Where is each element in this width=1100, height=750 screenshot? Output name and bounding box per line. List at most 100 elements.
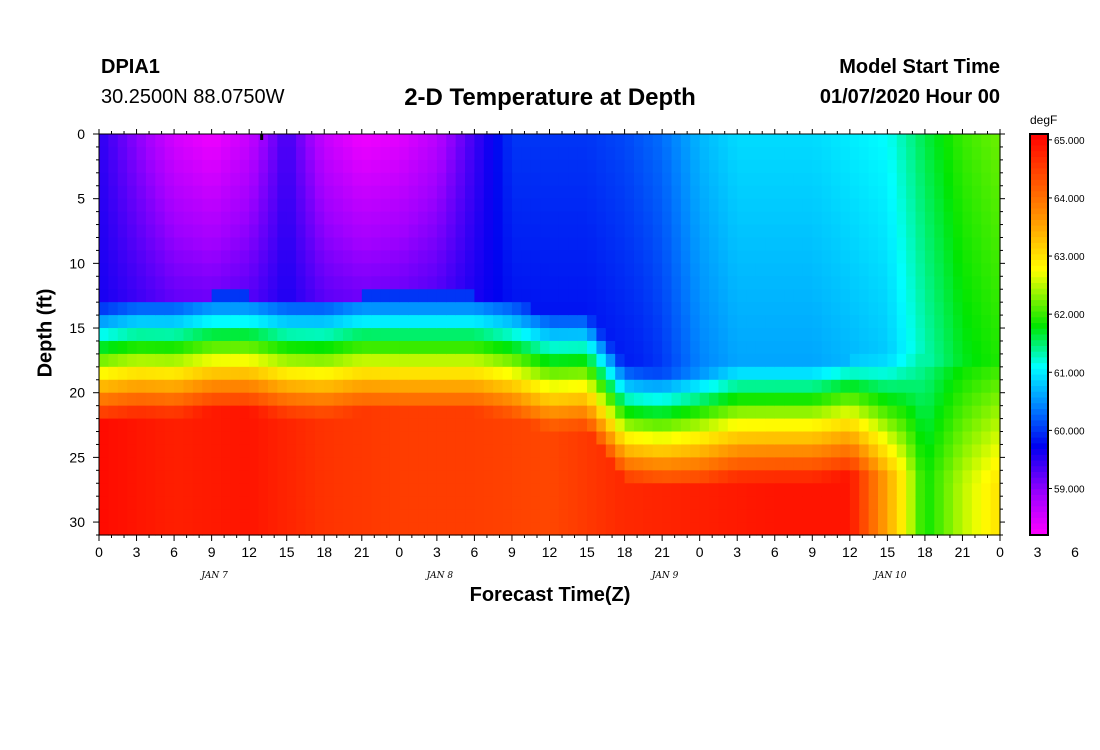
- heatmap-cell: [202, 289, 213, 303]
- heatmap-cell: [164, 250, 175, 264]
- heatmap-cell: [737, 198, 748, 213]
- heatmap-cell: [671, 134, 682, 148]
- heatmap-cell: [652, 509, 663, 523]
- heatmap-cell: [596, 211, 607, 226]
- heatmap-cell: [530, 340, 541, 355]
- heatmap-cell: [117, 392, 128, 407]
- heatmap-cell: [174, 224, 185, 239]
- heatmap-cell: [371, 159, 382, 174]
- heatmap-cell: [812, 379, 823, 394]
- heatmap-cell: [784, 496, 795, 510]
- heatmap-cell: [230, 289, 241, 303]
- heatmap-cell: [521, 276, 532, 290]
- heatmap-cell: [230, 392, 241, 407]
- heatmap-cell: [784, 418, 795, 433]
- heatmap-cell: [802, 172, 813, 187]
- heatmap-cell: [699, 289, 710, 303]
- heatmap-cell: [821, 315, 832, 329]
- x-tick-label: 6: [1071, 544, 1079, 560]
- heatmap-cell: [192, 263, 203, 277]
- heatmap-cell: [568, 457, 579, 471]
- heatmap-cell: [549, 224, 560, 239]
- heatmap-cell: [493, 224, 504, 239]
- heatmap-cell: [718, 185, 729, 200]
- heatmap-cell: [164, 289, 175, 303]
- heatmap-cell: [568, 302, 579, 316]
- heatmap-cell: [624, 159, 635, 174]
- heatmap-cell: [990, 315, 1001, 329]
- heatmap-cell: [267, 198, 278, 213]
- heatmap-cell: [577, 250, 588, 264]
- y-tick-label: 30: [69, 514, 85, 530]
- heatmap-cell: [840, 366, 851, 381]
- heatmap-cell: [605, 211, 616, 226]
- heatmap-cell: [296, 211, 307, 226]
- heatmap-cell: [633, 522, 644, 536]
- heatmap-cell: [427, 457, 438, 471]
- heatmap-cell: [971, 483, 982, 497]
- heatmap-cell: [821, 431, 832, 446]
- heatmap-cell: [831, 185, 842, 200]
- heatmap-cell: [296, 198, 307, 213]
- heatmap-cell: [296, 444, 307, 458]
- heatmap-cell: [671, 289, 682, 303]
- heatmap-cell: [906, 431, 917, 446]
- heatmap-cell: [868, 418, 879, 433]
- heatmap-cell: [971, 134, 982, 148]
- heatmap-cell: [727, 172, 738, 187]
- heatmap-cell: [286, 379, 297, 394]
- heatmap-cell: [465, 509, 476, 523]
- heatmap-cell: [540, 431, 551, 446]
- colorbar-segment: [1030, 248, 1048, 255]
- heatmap-cell: [765, 237, 776, 252]
- heatmap-cell: [577, 340, 588, 355]
- heatmap-cell: [737, 237, 748, 252]
- heatmap-cell: [755, 224, 766, 239]
- heatmap-cell: [877, 237, 888, 252]
- heatmap-cell: [145, 302, 156, 316]
- heatmap-cell: [953, 237, 964, 252]
- heatmap-cell: [877, 159, 888, 174]
- heatmap-cell: [108, 366, 119, 381]
- heatmap-cell: [230, 470, 241, 484]
- heatmap-cell: [793, 392, 804, 407]
- heatmap-cell: [145, 522, 156, 536]
- heatmap-cell: [427, 353, 438, 368]
- heatmap-cell: [755, 172, 766, 187]
- heatmap-cell: [596, 392, 607, 407]
- heatmap-cell: [136, 302, 147, 316]
- heatmap-cell: [774, 379, 785, 394]
- heatmap-cell: [446, 185, 457, 200]
- heatmap-cell: [314, 237, 325, 252]
- heatmap-cell: [286, 276, 297, 290]
- heatmap-cell: [389, 366, 400, 381]
- heatmap-cell: [868, 276, 879, 290]
- heatmap-cells: [99, 134, 1001, 536]
- heatmap-cell: [831, 250, 842, 264]
- heatmap-cell: [258, 483, 269, 497]
- heatmap-cell: [596, 146, 607, 161]
- heatmap-cell: [549, 250, 560, 264]
- heatmap-cell: [296, 353, 307, 368]
- heatmap-cell: [230, 366, 241, 381]
- heatmap-cell: [877, 224, 888, 239]
- heatmap-cell: [624, 405, 635, 420]
- heatmap-cell: [277, 522, 288, 536]
- heatmap-cell: [859, 185, 870, 200]
- heatmap-cell: [990, 353, 1001, 368]
- heatmap-cell: [784, 366, 795, 381]
- heatmap-cell: [211, 276, 222, 290]
- heatmap-cell: [962, 366, 973, 381]
- heatmap-cell: [934, 496, 945, 510]
- heatmap-cell: [314, 328, 325, 342]
- heatmap-cell: [558, 366, 569, 381]
- heatmap-cell: [239, 146, 250, 161]
- heatmap-cell: [399, 211, 410, 226]
- heatmap-cell: [371, 134, 382, 148]
- heatmap-cell: [624, 328, 635, 342]
- heatmap-cell: [887, 237, 898, 252]
- heatmap-cell: [765, 392, 776, 407]
- heatmap-cell: [896, 185, 907, 200]
- heatmap-cell: [746, 366, 757, 381]
- heatmap-cell: [981, 379, 992, 394]
